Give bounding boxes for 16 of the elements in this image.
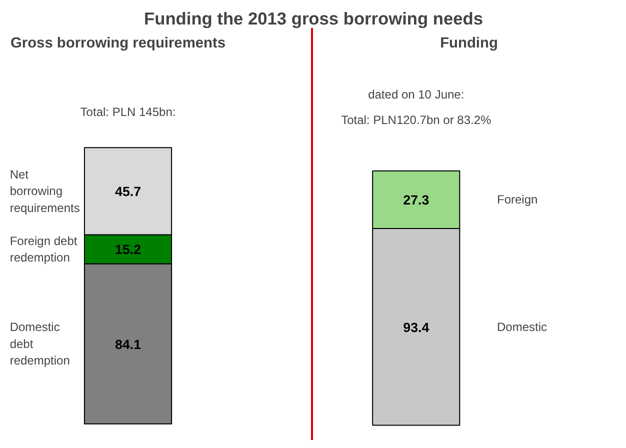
series-label: Net borrowing requirements: [10, 167, 80, 215]
text: Funding the 2013 gross borrowing needs: [144, 8, 483, 29]
data-label: 93.4: [403, 320, 430, 335]
chart-subtitle: Funding: [440, 36, 498, 52]
text: Total: PLN 145bn:: [80, 104, 176, 119]
chart-subtitle: Gross borrowing requirements: [10, 36, 226, 52]
data-label: 15.2: [115, 242, 141, 258]
series-label: Domestic debt redemption: [10, 320, 70, 368]
data-label: 45.7: [115, 184, 141, 200]
text: dated on 10 June:: [368, 88, 464, 102]
series-label: Foreign debt redemption: [10, 234, 78, 265]
data-label: 27.3: [403, 192, 430, 208]
text: Domestic: [496, 320, 548, 334]
data-label: 84.1: [115, 336, 142, 352]
text: Foreign: [496, 192, 538, 207]
text: Total: PLN120.7bn or 83.2%: [341, 113, 492, 128]
